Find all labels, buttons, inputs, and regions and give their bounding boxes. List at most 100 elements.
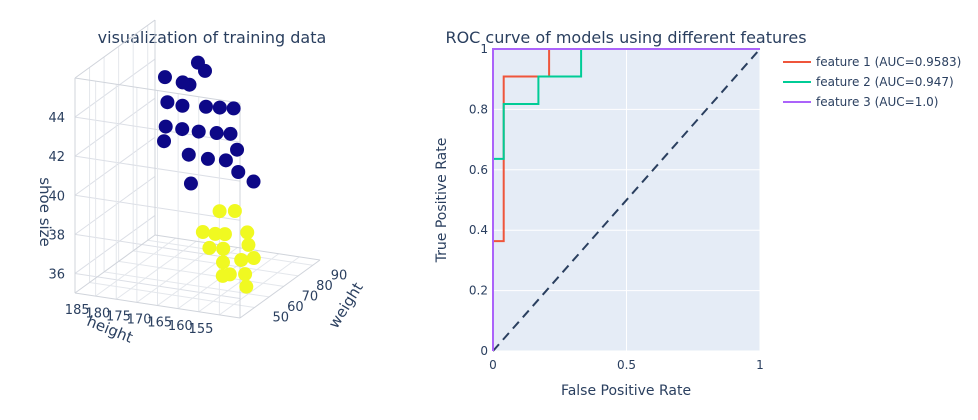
data-point[interactable]: [209, 126, 224, 141]
legend-label: feature 1 (AUC=0.9583): [816, 55, 961, 69]
floor-gridline: [219, 256, 300, 316]
data-point[interactable]: [231, 164, 246, 179]
data-point[interactable]: [181, 147, 196, 162]
data-point[interactable]: [175, 75, 190, 90]
data-point[interactable]: [241, 237, 256, 252]
x-tick-label: 0: [489, 358, 497, 372]
scatter3d-title: visualization of training data: [98, 28, 327, 47]
box-edge: [239, 259, 321, 319]
data-point[interactable]: [240, 225, 255, 240]
data-point[interactable]: [234, 252, 249, 267]
legend-item[interactable]: feature 2 (AUC=0.947): [783, 75, 954, 89]
back-wall-gridline: [74, 215, 156, 274]
y-tick-label: 50: [273, 310, 290, 325]
data-point[interactable]: [239, 279, 254, 294]
roc-legend[interactable]: feature 1 (AUC=0.9583) feature 2 (AUC=0.9…: [783, 55, 961, 109]
y-tick-label: 80: [316, 279, 333, 294]
data-point[interactable]: [183, 176, 198, 191]
data-point[interactable]: [223, 126, 238, 141]
data-point[interactable]: [216, 241, 231, 256]
legend-item[interactable]: feature 1 (AUC=0.9583): [783, 55, 961, 69]
z-tick-label: 36: [48, 267, 65, 282]
data-point[interactable]: [230, 142, 245, 157]
data-point[interactable]: [160, 95, 175, 110]
back-wall-gridline: [74, 175, 156, 235]
data-point[interactable]: [202, 240, 217, 255]
x-tick-label: 170: [127, 313, 152, 328]
x-tick-label: 165: [147, 316, 172, 331]
x-tick-label: 155: [189, 322, 214, 337]
x-tick-label: 180: [85, 306, 110, 321]
y-tick-label: 1: [480, 42, 488, 56]
scatter3d-chart[interactable]: visualization of training data 36 38 40 42 4…: [36, 19, 367, 347]
legend-label: feature 2 (AUC=0.947): [816, 75, 954, 89]
data-point[interactable]: [212, 100, 227, 115]
floor-gridline: [104, 271, 270, 298]
y-tick-label: 0.4: [469, 223, 488, 237]
data-point[interactable]: [157, 70, 172, 85]
scatter3d-grid: [74, 19, 321, 319]
box-edge: [154, 234, 321, 261]
y-tick-label: 70: [302, 289, 319, 304]
back-wall-gridline: [74, 136, 156, 196]
box-edge: [74, 292, 241, 319]
x-tick-label: 175: [106, 309, 131, 324]
data-point[interactable]: [157, 134, 172, 149]
data-point[interactable]: [217, 227, 232, 242]
data-point[interactable]: [215, 268, 230, 283]
x-tick-label: 160: [168, 319, 193, 334]
x-tick-label: 1: [756, 358, 764, 372]
z-tick-label: 40: [48, 189, 65, 204]
data-point[interactable]: [190, 55, 205, 70]
roc-ticks: 0 0.5 1 0 0.2 0.4 0.6 0.8 1: [469, 42, 764, 372]
floor-gridline: [136, 243, 218, 303]
roc-y-axis-label: True Positive Rate: [434, 138, 450, 264]
floor-gridline: [95, 237, 176, 297]
data-point[interactable]: [208, 226, 223, 241]
y-tick-label: 90: [331, 268, 348, 283]
data-point[interactable]: [226, 101, 241, 116]
floor-gridline: [115, 240, 197, 300]
data-point[interactable]: [216, 255, 230, 270]
data-point[interactable]: [175, 98, 190, 113]
z-tick-label: 38: [48, 228, 65, 243]
y-tick-label: 0.2: [469, 284, 488, 298]
data-point[interactable]: [227, 203, 242, 218]
roc-x-axis-label: False Positive Rate: [561, 383, 691, 399]
data-point[interactable]: [175, 122, 190, 137]
y-tick-label: 0: [480, 344, 488, 358]
z-axis-label: shoe size: [36, 177, 54, 247]
roc-chart[interactable]: ROC curve of models using different feat…: [434, 28, 961, 399]
scatter3d-points: [157, 55, 261, 294]
data-point[interactable]: [158, 119, 173, 134]
z-tick-label: 44: [48, 111, 65, 126]
roc-series-line-2[interactable]: [492, 48, 760, 351]
floor-gridline: [89, 281, 255, 308]
data-point[interactable]: [218, 153, 233, 168]
floor-gridline: [133, 250, 299, 277]
z-tick-label: 42: [48, 150, 65, 165]
box-edge: [74, 19, 156, 79]
roc-title: ROC curve of models using different feat…: [445, 28, 806, 47]
legend-item[interactable]: feature 3 (AUC=1.0): [783, 95, 938, 109]
roc-series-line-3[interactable]: [492, 48, 760, 351]
back-wall-gridline: [74, 58, 156, 118]
data-point[interactable]: [238, 267, 253, 282]
data-point[interactable]: [198, 99, 213, 114]
data-point[interactable]: [212, 204, 227, 219]
data-point[interactable]: [191, 124, 206, 139]
data-point[interactable]: [246, 251, 261, 266]
chance-line: [492, 48, 761, 352]
back-wall-gridline: [74, 97, 156, 157]
y-tick-label: 0.8: [469, 102, 488, 116]
data-point[interactable]: [246, 174, 261, 189]
data-point[interactable]: [200, 151, 215, 166]
data-point[interactable]: [195, 225, 210, 240]
floor-gridline: [118, 260, 284, 287]
floor-gridline: [198, 253, 280, 313]
legend-label: feature 3 (AUC=1.0): [816, 95, 938, 109]
floor-gridline: [147, 239, 313, 266]
